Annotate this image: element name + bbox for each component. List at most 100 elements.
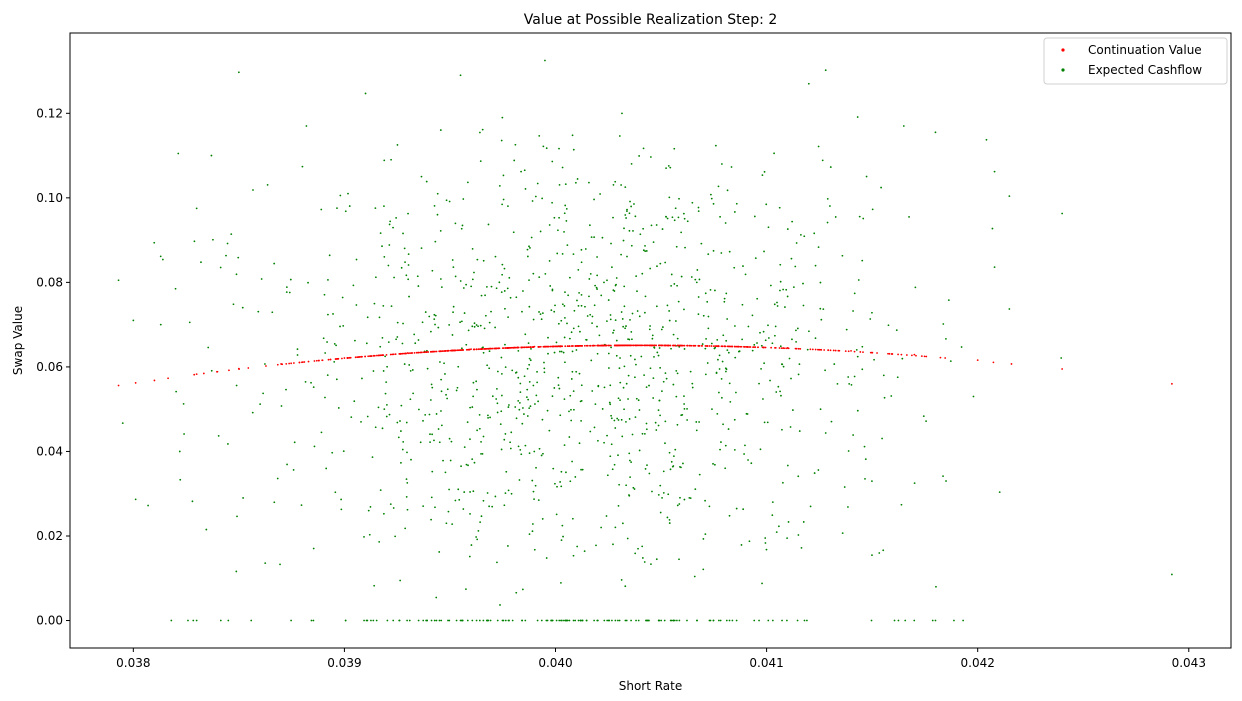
continuation-value-point xyxy=(623,344,626,347)
expected-cashflow-point xyxy=(519,448,522,451)
expected-cashflow-point xyxy=(528,357,531,360)
expected-cashflow-point xyxy=(353,400,356,403)
expected-cashflow-point xyxy=(702,568,705,571)
expected-cashflow-point xyxy=(517,399,520,402)
expected-cashflow-point xyxy=(817,469,820,471)
expected-cashflow-point xyxy=(638,449,641,452)
expected-cashflow-point xyxy=(698,473,701,476)
expected-cashflow-point xyxy=(676,619,678,622)
expected-cashflow-point xyxy=(953,619,955,622)
expected-cashflow-point xyxy=(476,429,479,432)
expected-cashflow-point xyxy=(526,367,529,370)
continuation-value-point xyxy=(551,345,553,348)
expected-cashflow-point xyxy=(188,321,191,324)
continuation-value-point xyxy=(1170,382,1173,385)
continuation-value-point xyxy=(763,346,765,349)
chart-title: Value at Possible Realization Step: 2 xyxy=(524,12,777,28)
expected-cashflow-point xyxy=(382,370,385,372)
expected-cashflow-point xyxy=(914,286,917,289)
continuation-value-point xyxy=(538,345,540,348)
expected-cashflow-point xyxy=(200,261,202,264)
expected-cashflow-point xyxy=(848,382,851,385)
expected-cashflow-point xyxy=(521,422,524,425)
continuation-value-point xyxy=(586,344,589,347)
expected-cashflow-point xyxy=(655,558,658,561)
expected-cashflow-point xyxy=(678,503,681,505)
expected-cashflow-point xyxy=(564,183,567,186)
expected-cashflow-point xyxy=(887,324,890,327)
continuation-value-point xyxy=(605,344,608,347)
legend: Continuation Value Expected Cashflow xyxy=(1043,37,1228,85)
expected-cashflow-point xyxy=(713,347,716,350)
expected-cashflow-point xyxy=(672,383,675,386)
expected-cashflow-point xyxy=(773,334,776,337)
expected-cashflow-point xyxy=(720,396,723,399)
y-tick-label: 0.08 xyxy=(36,275,63,289)
continuation-value-point xyxy=(613,344,616,347)
expected-cashflow-point xyxy=(624,619,627,622)
continuation-value-point xyxy=(515,346,517,349)
continuation-value-point xyxy=(247,367,250,369)
expected-cashflow-point xyxy=(553,216,556,219)
expected-cashflow-point xyxy=(717,358,719,361)
expected-cashflow-point xyxy=(629,200,631,203)
continuation-value-point xyxy=(389,353,392,356)
expected-cashflow-point xyxy=(420,175,423,178)
expected-cashflow-point xyxy=(627,338,629,340)
expected-cashflow-point xyxy=(648,384,650,387)
expected-cashflow-point xyxy=(479,324,482,327)
expected-cashflow-point xyxy=(526,388,529,391)
expected-cashflow-point xyxy=(633,488,636,490)
continuation-value-point xyxy=(391,353,394,356)
expected-cashflow-point xyxy=(539,230,542,233)
continuation-value-point xyxy=(348,356,351,359)
continuation-value-point xyxy=(327,358,330,361)
expected-cashflow-point xyxy=(471,278,474,281)
expected-cashflow-point xyxy=(985,138,988,141)
continuation-value-point xyxy=(905,354,908,356)
expected-cashflow-point xyxy=(452,266,455,269)
expected-cashflow-point xyxy=(753,619,756,622)
continuation-value-point xyxy=(720,345,723,348)
expected-cashflow-point xyxy=(296,348,299,351)
expected-cashflow-point xyxy=(375,619,378,622)
y-tick-label: 0.06 xyxy=(36,360,63,374)
expected-cashflow-point xyxy=(644,250,647,253)
continuation-value-point xyxy=(757,346,759,349)
expected-cashflow-point xyxy=(562,535,564,538)
expected-cashflow-point xyxy=(454,275,457,278)
expected-cashflow-point xyxy=(435,596,438,599)
expected-cashflow-point xyxy=(428,315,431,318)
continuation-value-point xyxy=(850,349,852,352)
expected-cashflow-point xyxy=(320,431,323,434)
expected-cashflow-point xyxy=(440,410,442,412)
expected-cashflow-point xyxy=(623,285,626,288)
expected-cashflow-point xyxy=(561,524,564,527)
expected-cashflow-point xyxy=(735,202,738,205)
continuation-value-point xyxy=(394,353,397,356)
expected-cashflow-point xyxy=(773,152,775,155)
expected-cashflow-point xyxy=(562,619,565,622)
expected-cashflow-point xyxy=(669,468,672,471)
expected-cashflow-point xyxy=(550,309,553,312)
expected-cashflow-point xyxy=(612,331,614,334)
expected-cashflow-point xyxy=(572,390,575,393)
continuation-value-point xyxy=(417,351,420,354)
expected-cashflow-point xyxy=(526,415,529,417)
expected-cashflow-point xyxy=(683,308,685,311)
expected-cashflow-point xyxy=(680,414,683,417)
expected-cashflow-point xyxy=(547,336,549,339)
continuation-value-point xyxy=(939,356,942,359)
expected-cashflow-point xyxy=(386,619,389,622)
continuation-value-point xyxy=(708,345,711,347)
expected-cashflow-point xyxy=(212,238,214,241)
expected-cashflow-point xyxy=(853,375,856,378)
expected-cashflow-point xyxy=(440,378,443,381)
expected-cashflow-point xyxy=(642,147,645,150)
expected-cashflow-point xyxy=(503,438,506,441)
expected-cashflow-point xyxy=(331,451,334,454)
expected-cashflow-point xyxy=(517,349,520,352)
expected-cashflow-point xyxy=(387,341,390,343)
expected-cashflow-point xyxy=(447,510,450,513)
expected-cashflow-point xyxy=(326,374,329,377)
